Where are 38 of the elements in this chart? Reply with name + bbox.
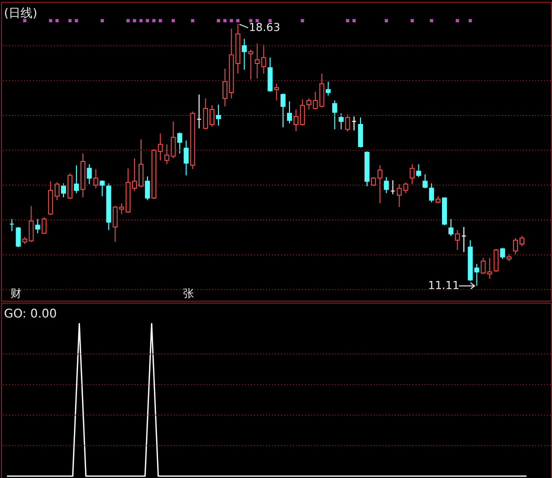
candlestick <box>184 140 189 176</box>
candlestick <box>268 57 273 92</box>
candlestick <box>287 101 292 124</box>
candlestick <box>42 216 47 234</box>
candlestick <box>35 218 40 234</box>
text: 张 <box>182 286 194 300</box>
candlestick <box>429 182 434 203</box>
candlestick <box>274 83 280 101</box>
candlestick <box>248 49 254 80</box>
candlestick <box>338 112 344 130</box>
candlestick <box>93 168 98 189</box>
chart-title: (日线) <box>4 6 38 20</box>
text: 财 <box>10 286 22 300</box>
candlestick <box>326 81 331 96</box>
candlestick <box>410 164 415 185</box>
candlestick <box>345 114 350 132</box>
candlestick <box>500 247 506 260</box>
candlestick <box>61 182 66 198</box>
candlestick <box>16 226 21 248</box>
candlestick <box>67 172 72 200</box>
candlestick <box>454 230 460 250</box>
candlestick <box>216 104 221 126</box>
candlestick <box>448 218 454 237</box>
candlestick <box>242 38 247 70</box>
annotation: 18.63 <box>248 20 280 34</box>
candlestick <box>358 117 364 148</box>
candlestick <box>332 100 338 130</box>
chart-title: GO: 0.00 <box>4 306 57 321</box>
candlestick <box>177 132 182 154</box>
candlestick <box>384 176 389 194</box>
candlestick <box>74 164 79 194</box>
candlestick <box>494 248 499 272</box>
candlestick <box>416 164 422 178</box>
candlestick <box>280 92 286 128</box>
candlestick <box>86 164 92 185</box>
candlestick <box>422 174 428 189</box>
annotation: 11.11 <box>428 278 460 292</box>
candlestick <box>144 176 150 201</box>
